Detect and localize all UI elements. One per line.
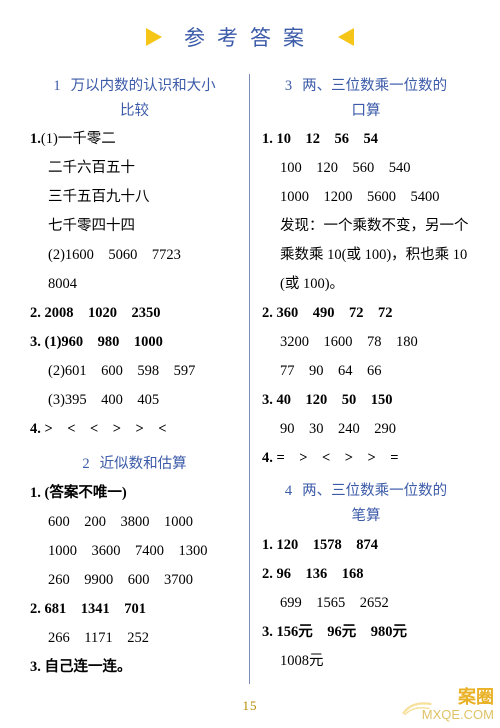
s3-q1-note2: 乘数乘 10(或 100)，积也乘 10 (262, 241, 470, 270)
s1-q3-3: (3)395 400 405 (30, 386, 239, 415)
section-1-num: 1 (53, 78, 60, 94)
s1-q1-1c: 三千五百九十八 (30, 183, 239, 212)
watermark-url: MXQE.COM (422, 707, 494, 722)
s3-q2-r3: 77 90 64 66 (262, 357, 470, 386)
s2-q1-r3: 260 9900 600 3700 (30, 566, 239, 595)
section-4-num: 4 (285, 483, 292, 499)
s1-q1-1b: 二千六百五十 (30, 154, 239, 183)
s2-q1-r2: 1000 3600 7400 1300 (30, 537, 239, 566)
page-number: 15 (243, 698, 258, 714)
decor-triangle-left (146, 28, 162, 46)
page-title-row: 参考答案 (30, 22, 470, 52)
s3-q3-r2: 90 30 240 290 (262, 415, 470, 444)
section-2-title: 2 近似数和估算 (30, 452, 239, 477)
right-column: 3 两、三位数乘一位数的 口算 1. 10 12 56 54 100 120 56… (250, 74, 470, 684)
s1-q1-1a: (1)一千零二 (41, 131, 116, 147)
s3-q1-note1: 发现：一个乘数不变，另一个 (262, 212, 470, 241)
s3-q4: 4. = > < > > = (262, 444, 470, 473)
section-4-title: 4 两、三位数乘一位数的 笔算 (262, 479, 470, 528)
s2-q2-r1: 2. 681 1341 701 (30, 595, 239, 624)
section-1-title-l1: 万以内数的认识和大小 (71, 78, 216, 94)
s2-q2-r2: 266 1171 252 (30, 624, 239, 653)
answer-page: 参考答案 1 万以内数的认识和大小 比较 1.(1)一千零二 二千六百五十 三千五… (0, 0, 500, 728)
s3-q2-r2: 3200 1600 78 180 (262, 328, 470, 357)
section-4-title-l2: 笔算 (352, 508, 381, 524)
s4-q2-r1: 2. 96 136 168 (262, 560, 470, 589)
section-2-num: 2 (82, 456, 89, 472)
s1-q1-2b: 8004 (30, 270, 239, 299)
section-3-title-l2: 口算 (352, 103, 381, 119)
s1-q4: 4. > < < > > < (30, 415, 239, 444)
s3-q1-note3: (或 100)。 (262, 270, 470, 299)
s1-q3-2: (2)601 600 598 597 (30, 357, 239, 386)
section-3-title: 3 两、三位数乘一位数的 口算 (262, 74, 470, 123)
s4-q3-r1: 3. 156元 96元 980元 (262, 618, 470, 647)
watermark: 案圈 MXQE.COM (422, 688, 494, 722)
s3-q1-r3: 1000 1200 5600 5400 (262, 183, 470, 212)
left-column: 1万以内数的认识和大小 比较 1.(1)一千零二 二千六百五十 三千五百九十八 … (30, 74, 250, 684)
s4-q3-r2: 1008元 (262, 647, 470, 676)
section-3-num: 3 (285, 78, 292, 94)
s1-q1-2: (2)1600 5060 7723 (30, 241, 239, 270)
watermark-brand: 案圈 (458, 687, 494, 707)
s1-q2: 2. 2008 1020 2350 (30, 299, 239, 328)
s2-q1-label: 1. (答案不唯一) (30, 479, 239, 508)
section-3-title-l1: 两、三位数乘一位数的 (302, 78, 447, 94)
decor-triangle-right (338, 28, 354, 46)
s4-q2-r2: 699 1565 2652 (262, 589, 470, 618)
section-1-title-l2: 比较 (120, 103, 149, 119)
s1-q1-label: 1. (30, 131, 41, 147)
content-columns: 1万以内数的认识和大小 比较 1.(1)一千零二 二千六百五十 三千五百九十八 … (30, 74, 470, 684)
section-1-title: 1 万以内数的认识和大小 比较 (30, 74, 239, 123)
section-2-title-text: 近似数和估算 (100, 456, 187, 472)
s1-q1-1: 1.(1)一千零二 (30, 125, 239, 154)
s1-q3-1: 3. (1)960 980 1000 (30, 328, 239, 357)
page-title: 参考答案 (184, 22, 316, 52)
s2-q3: 3. 自己连一连。 (30, 653, 239, 682)
s4-q1: 1. 120 1578 874 (262, 531, 470, 560)
s2-q1-r1: 600 200 3800 1000 (30, 508, 239, 537)
s3-q3-r1: 3. 40 120 50 150 (262, 386, 470, 415)
s1-q1-1d: 七千零四十四 (30, 212, 239, 241)
s3-q1-r1: 1. 10 12 56 54 (262, 125, 470, 154)
section-4-title-l1: 两、三位数乘一位数的 (302, 483, 447, 499)
s3-q1-r2: 100 120 560 540 (262, 154, 470, 183)
s3-q2-r1: 2. 360 490 72 72 (262, 299, 470, 328)
